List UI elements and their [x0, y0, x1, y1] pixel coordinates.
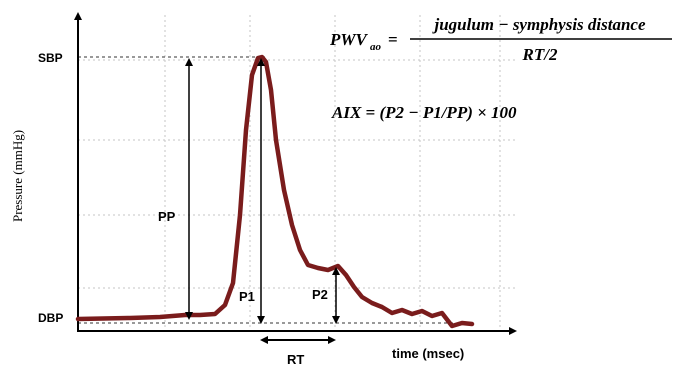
- x-axis-label: time (msec): [392, 346, 464, 361]
- grid-lines: [78, 15, 515, 327]
- p1-label: P1: [239, 289, 255, 304]
- pwv-lhs: PWV: [329, 30, 369, 49]
- pp-label: PP: [158, 209, 176, 224]
- pwv-denominator: RT/2: [522, 45, 558, 64]
- rt-label: RT: [287, 352, 304, 367]
- pressure-waveform: [75, 54, 475, 329]
- y-axis-label: Pressure (mmHg): [10, 130, 25, 222]
- aix-formula: AIX = (P2 − P1/PP) × 100: [331, 103, 517, 122]
- dbp-label: DBP: [38, 311, 63, 325]
- sbp-label: SBP: [38, 51, 63, 65]
- pwv-equals: =: [388, 30, 398, 49]
- pwv-subscript: ao: [370, 41, 382, 53]
- pwv-formula: PWV ao = jugulum − symphysis distance RT…: [329, 15, 672, 64]
- pwv-numerator: jugulum − symphysis distance: [431, 15, 645, 34]
- p2-label: P2: [312, 287, 328, 302]
